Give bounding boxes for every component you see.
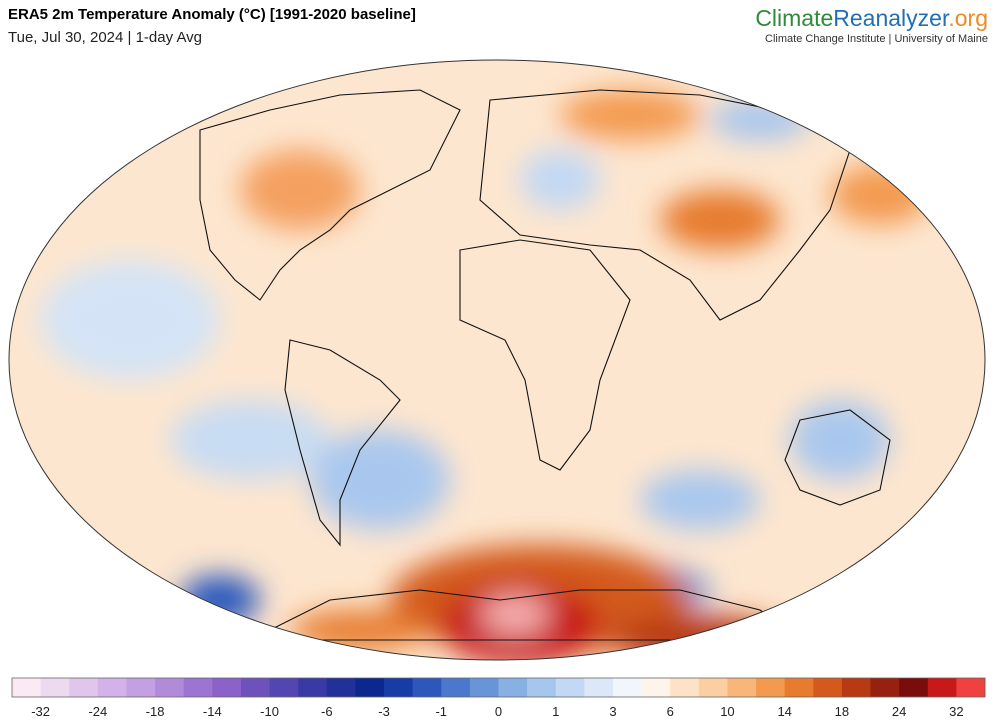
colorbar-segment [384, 678, 414, 697]
colorbar-label: 18 [835, 704, 849, 719]
colorbar-segment [40, 678, 70, 697]
colorbar-segment [555, 678, 585, 697]
colorbar-segment [326, 678, 356, 697]
anomaly-field [9, 60, 985, 660]
colorbar-segment [698, 678, 728, 697]
colorbar-label: 0 [495, 704, 502, 719]
globe-outline [8, 59, 986, 661]
colorbar-segment [841, 678, 872, 697]
colorbar-label: 1 [552, 704, 559, 719]
colorbar-frame [11, 677, 986, 698]
colorbar-label: 14 [777, 704, 791, 719]
colorbar-segment [126, 678, 156, 697]
colorbar-segment [441, 678, 471, 697]
colorbar-segment [355, 678, 385, 697]
colorbar-segment [641, 678, 671, 697]
colorbar-segment [69, 678, 99, 697]
subtitle: Tue, Jul 30, 2024 | 1-day Avg [8, 29, 203, 46]
title: ERA5 2m Temperature Anomaly (°C) [1991-2… [8, 6, 416, 23]
colorbar-segment [12, 678, 42, 697]
colorbar-segment [813, 678, 843, 697]
colorbar-segment [412, 678, 442, 697]
colorbar-label: -14 [203, 704, 222, 719]
logo-part: Climate [755, 5, 834, 31]
logo-part: Reanalyzer [833, 5, 949, 31]
colorbar-label: -6 [321, 704, 333, 719]
colorbar-segment [584, 678, 614, 697]
colorbar-segment [784, 678, 814, 697]
colorbar-label: -18 [146, 704, 165, 719]
colorbar-segment [670, 678, 700, 697]
colorbar-label: 6 [667, 704, 674, 719]
colorbar-segment [269, 678, 299, 697]
colorbar-segment [870, 678, 900, 697]
colorbar-label: -24 [88, 704, 107, 719]
colorbar-segment [899, 678, 929, 697]
colorbar: -32 -24 -18 -14 -10 -6 -3 -1 0 1 3 6 10 14 18 24 32 [11, 677, 986, 719]
colorbar-segment [498, 678, 528, 697]
logo[interactable]: ClimateReanalyzer.org [755, 5, 988, 32]
logo-part: .org [948, 5, 988, 31]
colorbar-segment [469, 678, 499, 697]
colorbar-segment [240, 678, 271, 697]
colorbar-label: -10 [260, 704, 279, 719]
colorbar-segment [183, 678, 213, 697]
colorbar-segment [97, 678, 127, 697]
colorbar-label: -1 [435, 704, 447, 719]
colorbar-label: 10 [720, 704, 734, 719]
tagline: Climate Change Institute | University of… [765, 33, 988, 45]
colorbar-segment [298, 678, 328, 697]
colorbar-label: 3 [609, 704, 616, 719]
colorbar-segment [956, 678, 986, 697]
colorbar-label: -32 [31, 704, 50, 719]
colorbar-segment [527, 678, 557, 697]
colorbar-segment [927, 678, 957, 697]
colorbar-segment [756, 678, 786, 697]
colorbar-label: 32 [949, 704, 963, 719]
colorbar-segment [212, 678, 242, 697]
colorbar-segment [727, 678, 757, 697]
colorbar-label: -3 [378, 704, 390, 719]
colorbar-segment [155, 678, 185, 697]
colorbar-label: 24 [892, 704, 906, 719]
colorbar-segment [612, 678, 643, 697]
